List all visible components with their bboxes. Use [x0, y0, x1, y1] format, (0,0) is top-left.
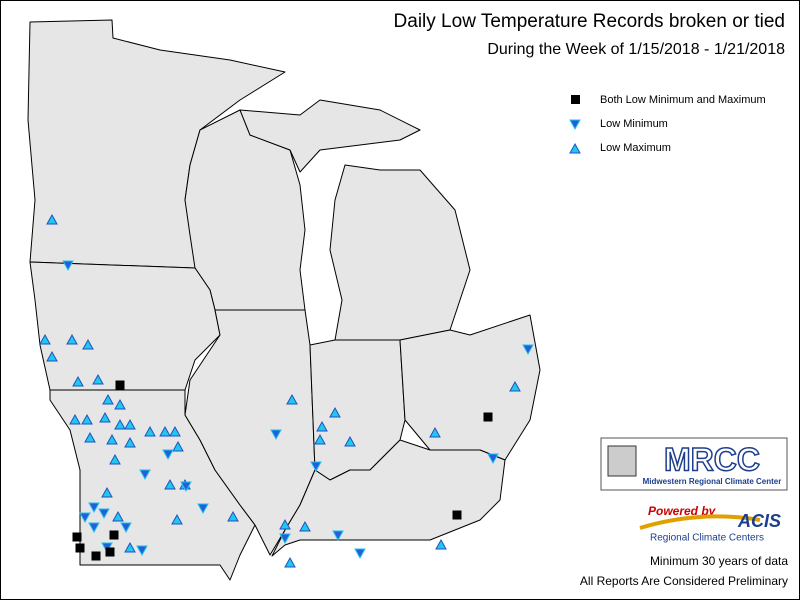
low-min-marker	[279, 533, 291, 545]
low-max-marker	[82, 338, 94, 350]
low-min-marker	[98, 508, 110, 520]
logo-swoosh	[639, 514, 761, 530]
low-max-marker	[46, 213, 58, 225]
legend-label: Both Low Minimum and Maximum	[600, 94, 766, 106]
low-max-marker	[72, 375, 84, 387]
low-max-marker	[344, 435, 356, 447]
both-marker	[105, 547, 115, 557]
ohio	[399, 314, 541, 461]
low-min-marker	[487, 453, 499, 465]
low-max-marker	[164, 478, 176, 490]
low-min-marker	[139, 469, 151, 481]
low-max-marker	[109, 453, 121, 465]
legend: Both Low Minimum and Maximum Low Minimum…	[569, 94, 766, 154]
low-min-marker	[332, 530, 344, 542]
iowa	[29, 261, 221, 391]
low-max-marker	[114, 418, 126, 430]
low-max-marker	[102, 393, 114, 405]
low-max-marker	[169, 425, 181, 437]
low-max-marker	[81, 413, 93, 425]
low-max-marker	[66, 333, 78, 345]
low-min-marker	[522, 344, 534, 356]
low-min-marker	[120, 522, 132, 534]
low-min-marker	[79, 512, 91, 524]
low-max-marker	[227, 510, 239, 522]
low-min-marker	[197, 503, 209, 515]
both-marker	[483, 412, 493, 422]
logo-rcc: Regional Climate Centers	[650, 533, 764, 544]
logo-map	[607, 445, 637, 477]
low-max-marker	[144, 425, 156, 437]
low-max-marker	[284, 556, 296, 568]
legend-label: Low Maximum	[600, 142, 671, 154]
low-max-marker	[69, 413, 81, 425]
low-max-marker	[329, 406, 341, 418]
low-max-marker	[46, 350, 58, 362]
low-max-marker	[314, 433, 326, 445]
both-marker	[452, 510, 462, 520]
legend-down	[569, 119, 581, 131]
low-max-marker	[99, 411, 111, 423]
low-max-marker	[106, 433, 118, 445]
low-max-marker	[101, 486, 113, 498]
low-max-marker	[279, 518, 291, 530]
low-min-marker	[310, 461, 322, 473]
low-max-marker	[172, 440, 184, 452]
logo-powered: Powered by	[648, 504, 717, 518]
both-marker	[72, 532, 82, 542]
low-max-marker	[159, 425, 171, 437]
kentucky	[271, 439, 506, 557]
logo-mrcc: MRCC	[664, 441, 760, 477]
low-min-marker	[62, 260, 74, 272]
subtitle: During the Week of 1/15/2018 - 1/21/2018	[487, 41, 785, 58]
low-min-marker	[136, 545, 148, 557]
low-min-marker	[88, 502, 100, 514]
mrcc-logo: MRCC Midwestern Regional Climate Center	[600, 437, 788, 491]
low-max-marker	[509, 380, 521, 392]
low-max-marker	[299, 520, 311, 532]
low-min-marker	[162, 449, 174, 461]
low-min-marker	[354, 548, 366, 560]
low-max-marker	[112, 510, 124, 522]
low-max-marker	[39, 333, 51, 345]
both-marker	[91, 551, 101, 561]
low-max-marker	[124, 436, 136, 448]
low-max-marker	[429, 426, 441, 438]
michigan-lower	[329, 164, 471, 341]
low-max-marker	[316, 420, 328, 432]
low-min-marker	[88, 522, 100, 534]
footer-note: All Reports Are Considered Preliminary	[580, 574, 788, 588]
logo-acis: ACIS	[737, 511, 781, 531]
michigan-upper	[239, 99, 421, 173]
acis-logo: Powered by ACIS Regional Climate Centers	[639, 504, 781, 544]
low-max-marker	[114, 398, 126, 410]
low-max-marker	[286, 393, 298, 405]
both-marker	[115, 380, 125, 390]
low-max-marker	[435, 538, 447, 550]
both-marker	[109, 530, 119, 540]
title: Daily Low Temperature Records broken or …	[394, 11, 785, 32]
both-marker	[75, 543, 85, 553]
low-max-marker	[124, 418, 136, 430]
low-max-marker	[84, 431, 96, 443]
low-max-marker	[124, 541, 136, 553]
logo-mrcc-name: Midwestern Regional Climate Center	[643, 477, 782, 486]
markers	[39, 213, 534, 568]
low-max-marker	[92, 373, 104, 385]
low-min-marker	[270, 429, 282, 441]
states	[27, 19, 541, 581]
low-min-marker	[180, 481, 192, 493]
footer-note: Minimum 30 years of data	[650, 554, 788, 568]
legend-square	[571, 95, 580, 104]
legend-label: Low Minimum	[600, 118, 668, 130]
legend-up	[569, 142, 581, 154]
low-max-marker	[171, 513, 183, 525]
